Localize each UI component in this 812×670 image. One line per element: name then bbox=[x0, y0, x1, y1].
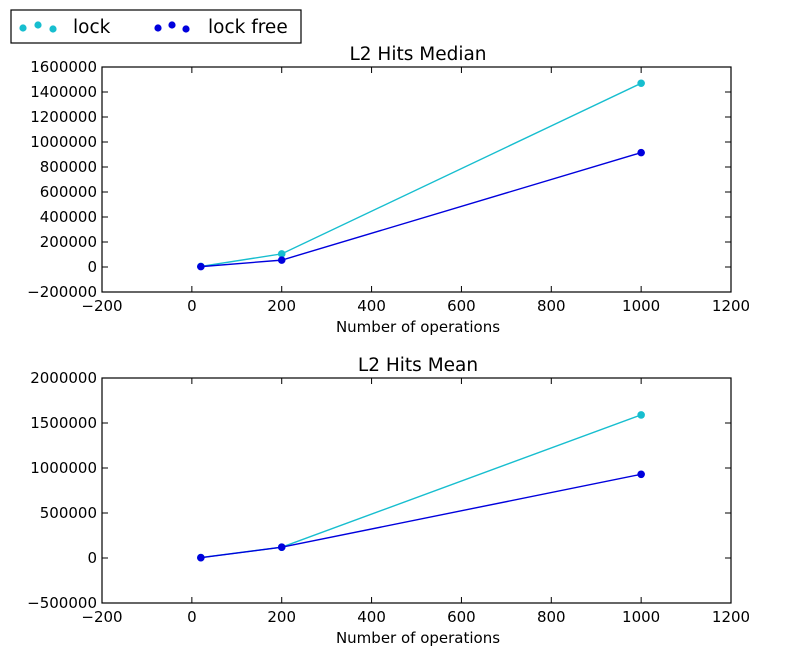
x-tick-label: 200 bbox=[267, 608, 296, 626]
x-tick-label: 400 bbox=[357, 608, 386, 626]
data-point-lock bbox=[637, 79, 645, 88]
y-tick-label: 0 bbox=[87, 549, 97, 567]
data-point-lock-free bbox=[277, 256, 286, 264]
y-tick-label: 200000 bbox=[40, 233, 97, 251]
legend-label-lock: lock bbox=[73, 17, 111, 38]
y-tick-label: 800000 bbox=[40, 158, 97, 176]
legend-entry-lock: lock bbox=[19, 17, 111, 38]
data-point-lock-free bbox=[277, 543, 286, 551]
x-tick-label: 800 bbox=[537, 297, 566, 315]
x-tick-label: −200 bbox=[81, 297, 122, 315]
chart-title: L2 Hits Median bbox=[349, 44, 486, 65]
chart-title: L2 Hits Mean bbox=[358, 355, 478, 376]
mean-marks bbox=[197, 411, 645, 562]
data-point-lock-free bbox=[637, 470, 645, 479]
y-tick-label: 1400000 bbox=[30, 83, 97, 101]
x-tick-label: 0 bbox=[187, 297, 197, 315]
plot-frame bbox=[101, 377, 732, 604]
legend-entry-lock-free: lock free bbox=[154, 17, 288, 38]
data-point-lock bbox=[637, 411, 645, 419]
y-tick-label: 500000 bbox=[40, 504, 97, 522]
x-tick-label: 200 bbox=[267, 297, 296, 315]
legend-marker-lock bbox=[49, 25, 57, 33]
y-tick-label: 2000000 bbox=[30, 369, 97, 387]
y-tick-label: 1000000 bbox=[30, 459, 97, 477]
mean-ticks: −200 0 200 400 600 800 1000 1200 −500000 0 500000 1… bbox=[27, 369, 750, 626]
x-tick-label: 800 bbox=[537, 608, 566, 626]
y-tick-label: 1000000 bbox=[30, 133, 97, 151]
y-tick-label: −200000 bbox=[27, 283, 97, 301]
x-tick-label: 1200 bbox=[712, 297, 750, 315]
y-tick-label: 1600000 bbox=[30, 58, 97, 76]
median-subplot: L2 Hits Median −200 0 200 400 600 800 1000 1200… bbox=[27, 44, 750, 336]
x-axis-label: Number of operations bbox=[336, 318, 500, 336]
data-point-lock bbox=[277, 250, 286, 258]
x-tick-label: 600 bbox=[447, 608, 476, 626]
series-line-lock bbox=[200, 82, 642, 268]
data-point-lock-free bbox=[637, 148, 645, 157]
x-tick-label: 400 bbox=[357, 297, 386, 315]
mean-subplot: L2 Hits Mean −200 0 200 400 600 800 1000 1200 −5… bbox=[27, 355, 750, 647]
x-tick-label: 0 bbox=[187, 608, 197, 626]
median-ticks: −200 0 200 400 600 800 1000 1200 −200000 0 200000 4… bbox=[27, 58, 750, 315]
y-tick-label: 1500000 bbox=[30, 414, 97, 432]
legend-marker-lock bbox=[34, 21, 42, 29]
plot-frame bbox=[101, 66, 732, 293]
y-tick-label: 1200000 bbox=[30, 108, 97, 126]
x-tick-label: −200 bbox=[81, 608, 122, 626]
legend-marker-lock bbox=[19, 24, 27, 32]
legend: lock lock free bbox=[10, 9, 302, 44]
y-tick-label: 400000 bbox=[40, 208, 97, 226]
y-tick-label: 0 bbox=[87, 258, 97, 276]
median-marks bbox=[197, 79, 645, 271]
y-tick-label: 600000 bbox=[40, 183, 97, 201]
x-tick-label: 1000 bbox=[622, 297, 660, 315]
legend-marker-lock-free bbox=[182, 25, 190, 33]
x-tick-label: 1200 bbox=[712, 608, 750, 626]
series-line-lock-free bbox=[200, 151, 642, 268]
x-axis-label: Number of operations bbox=[336, 629, 500, 647]
y-tick-label: −500000 bbox=[27, 594, 97, 612]
data-point-lock-free bbox=[197, 262, 205, 271]
legend-marker-lock-free bbox=[168, 21, 176, 29]
legend-marker-lock-free bbox=[154, 24, 162, 32]
x-tick-label: 600 bbox=[447, 297, 476, 315]
x-tick-label: 1000 bbox=[622, 608, 660, 626]
series-line-lock-free bbox=[200, 473, 642, 559]
legend-label-lock-free: lock free bbox=[208, 17, 288, 38]
series-line-lock bbox=[200, 414, 642, 559]
data-point-lock-free bbox=[197, 553, 205, 562]
